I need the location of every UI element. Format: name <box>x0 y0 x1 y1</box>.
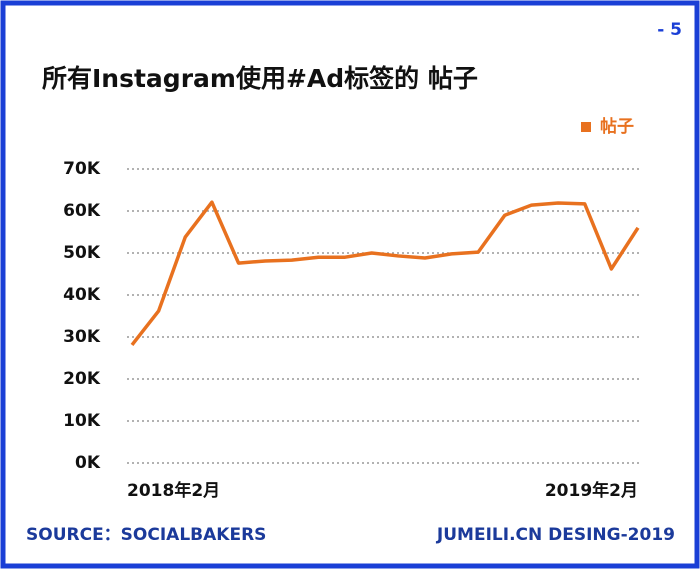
y-tick-label: 60K <box>63 201 101 221</box>
page-number: - 5 <box>657 20 682 40</box>
y-tick-label: 20K <box>63 369 101 389</box>
y-tick-label: 0K <box>75 453 101 473</box>
line <box>130 200 640 347</box>
x-tick-label: 2018年2月 <box>127 480 220 501</box>
y-tick-label: 70K <box>63 159 101 179</box>
y-tick-label: 50K <box>63 243 101 263</box>
source: SOURCE：SOCIALBAKERS <box>26 525 266 545</box>
chart-title: 所有Instagram使用#Ad标签的 帖子 <box>42 64 478 93</box>
x-tick-label: 2019年2月 <box>545 480 638 501</box>
credit: JUMEILI.CN DESING-2019 <box>436 525 675 545</box>
y-tick-label: 40K <box>63 285 101 305</box>
y-tick-label: 30K <box>63 327 101 347</box>
legend-swatch <box>581 122 591 132</box>
legend-label: 帖子 <box>600 116 634 137</box>
y-tick-label: 10K <box>63 411 101 431</box>
